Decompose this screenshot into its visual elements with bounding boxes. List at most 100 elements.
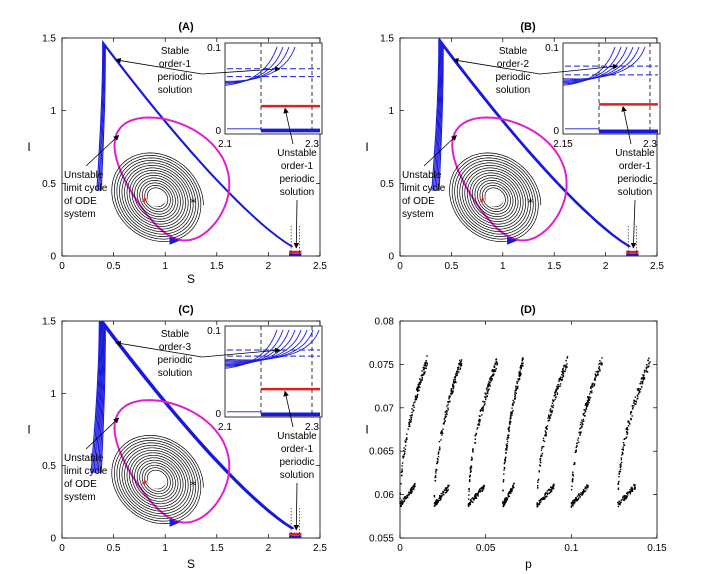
scatter-point (579, 434, 581, 436)
scatter-point (474, 438, 476, 440)
scatter-point (597, 372, 599, 374)
annotation-arrow (423, 134, 457, 167)
panel-c: 0 0.5 1 1.5 2 2.5 0 0.5 1 1.5 (C) S I * * 0.1 0 2.1 2.3 Sta… (27, 304, 327, 571)
annotation-stable: Stable (161, 46, 190, 57)
scatter-point (566, 357, 568, 359)
scatter-point (406, 438, 408, 440)
spiral-center (485, 189, 504, 207)
scatter-point (408, 491, 411, 494)
scatter-point (631, 487, 633, 489)
scatter-point (589, 393, 591, 395)
y-axis-label: I (365, 423, 368, 437)
scatter-point (557, 383, 559, 386)
scatter-point (400, 505, 402, 508)
scatter-point (647, 365, 649, 367)
scatter-point (513, 486, 515, 489)
blue-direction-arrow (169, 518, 180, 527)
scatter-point (561, 368, 564, 371)
scatter-point (546, 490, 549, 492)
scatter-point (638, 390, 641, 392)
scatter-point (556, 393, 559, 396)
scatter-point (554, 394, 557, 396)
scatter-point (503, 462, 506, 465)
scatter-point (631, 489, 634, 492)
annotation-unstable-ode: limit cycle (64, 183, 108, 194)
scatter-point (508, 491, 511, 493)
scatter-point (420, 381, 422, 383)
scatter-point (581, 492, 583, 494)
scatter-point (513, 401, 515, 403)
scatter-point (622, 499, 625, 501)
scatter-point (401, 465, 403, 467)
scatter-point (522, 357, 524, 359)
scatter-point (421, 370, 423, 372)
scatter-point (545, 492, 547, 494)
scatter-point (458, 371, 460, 373)
scatter-point (545, 491, 547, 494)
scatter-point (424, 364, 426, 367)
scatter-point (566, 363, 568, 365)
scatter-point (435, 504, 437, 506)
scatter-point (542, 445, 545, 448)
scatter-point (564, 366, 567, 368)
scatter-point (645, 370, 648, 372)
scatter-point (600, 361, 603, 364)
scatter-point (627, 425, 630, 427)
scatter-point (479, 490, 482, 492)
scatter-point (620, 465, 622, 467)
scatter-point (469, 475, 471, 477)
scatter-point (540, 501, 542, 503)
scatter-point (479, 491, 482, 493)
scatter-point (433, 494, 436, 497)
scatter-point (444, 417, 446, 419)
scatter-point (549, 410, 552, 413)
scatter-point (556, 385, 558, 388)
scatter-point (399, 502, 402, 505)
scatter-point (420, 379, 422, 382)
scatter-point (506, 438, 508, 441)
magenta-limit-cycle (113, 116, 231, 242)
scatter-point (485, 398, 487, 401)
scatter-point (546, 495, 548, 497)
scatter-point (586, 486, 589, 488)
scatter-point (648, 363, 650, 365)
scatter-point (646, 363, 648, 366)
scatter-point (483, 486, 485, 488)
scatter-point (586, 405, 589, 407)
scatter-point (445, 415, 447, 418)
scatter-point (438, 495, 441, 497)
scatter-point (506, 443, 508, 445)
scatter-point (509, 423, 511, 426)
scatter-point (630, 410, 633, 413)
scatter-point (537, 479, 539, 482)
scatter-point (508, 430, 510, 433)
scatter-point (571, 503, 573, 505)
scatter-point (628, 422, 631, 424)
scatter-point (555, 388, 558, 390)
scatter-point (413, 483, 416, 485)
scatter-point (565, 365, 567, 367)
y-tick-label: 1.5 (380, 34, 394, 45)
scatter-point (543, 440, 546, 443)
scatter-point (511, 412, 513, 414)
x-tick-label: 2 (266, 543, 272, 554)
scatter-point (403, 453, 405, 456)
scatter-point (592, 383, 594, 385)
scatter-point (629, 492, 632, 495)
scatter-point (471, 497, 474, 499)
scatter-point (411, 489, 414, 491)
scatter-point (493, 373, 495, 375)
scatter-point (619, 466, 622, 468)
scatter-point (553, 399, 555, 402)
scatter-point (518, 377, 521, 380)
scatter-point (634, 403, 636, 405)
scatter-point (598, 363, 600, 365)
scatter-point (632, 407, 634, 409)
scatter-point (496, 363, 498, 366)
black-spiral-trajectory (111, 152, 204, 242)
scatter-point (617, 505, 620, 508)
scatter-point (545, 431, 547, 433)
scatter-point (412, 405, 414, 407)
scatter-point (478, 422, 480, 425)
scatter-point (433, 502, 436, 504)
